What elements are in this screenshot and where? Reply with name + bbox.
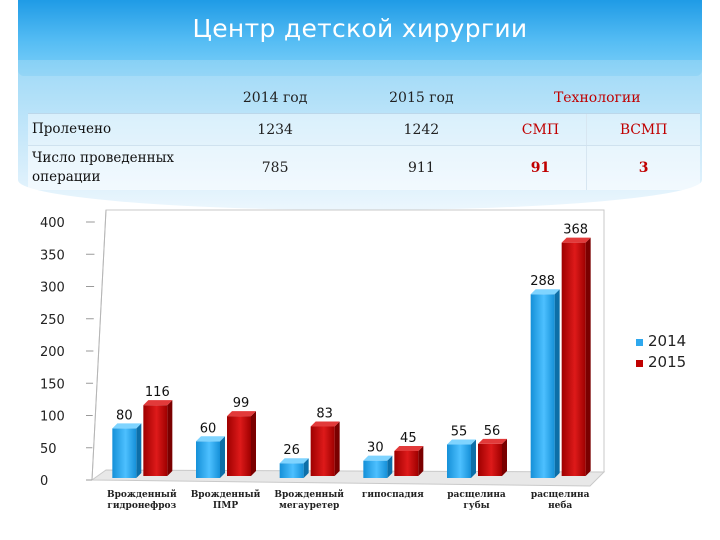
category-label: губы — [463, 500, 489, 511]
bar-side-2015 — [167, 400, 173, 476]
table-header-2015: 2015 год — [348, 82, 495, 114]
bar-side-2015 — [585, 237, 591, 476]
cell-smp: СМП — [494, 113, 587, 146]
y-tick-label: 150 — [40, 377, 65, 392]
data-label-2014: 30 — [367, 441, 384, 456]
y-tick-label: 350 — [40, 248, 65, 263]
category-label: Врожденный — [107, 489, 177, 500]
bar-top-2015 — [394, 445, 424, 451]
bar-top-2015 — [227, 411, 256, 417]
category-label: Врожденный — [274, 489, 344, 500]
bar-2015 — [394, 450, 419, 476]
bar-2015 — [310, 426, 335, 476]
data-label-2015: 45 — [400, 431, 417, 446]
table-row: Пролечено 1234 1242 СМП ВСМП — [28, 113, 700, 146]
data-label-2015: 368 — [563, 223, 588, 238]
legend-label-2015: 2015 — [648, 353, 686, 371]
data-label-2014: 26 — [283, 443, 300, 458]
bar-top-2015 — [478, 438, 507, 444]
data-label-2014: 288 — [530, 274, 555, 289]
cell-2015: 1242 — [348, 113, 495, 146]
bar-2014 — [530, 294, 555, 478]
bar-side-2015 — [334, 421, 340, 476]
bar-2015 — [143, 405, 168, 476]
category-label: расщелина — [447, 490, 506, 500]
bar-top-2014 — [279, 458, 309, 464]
bar-side-2014 — [387, 455, 393, 478]
data-label-2015: 99 — [233, 396, 250, 411]
legend-swatch-2014 — [636, 339, 643, 346]
y-tick-label: 300 — [40, 281, 65, 296]
cell-vsmp: 3 — [586, 145, 700, 190]
bar-2014 — [363, 460, 388, 478]
bar-2015 — [478, 443, 502, 476]
bar-side-2015 — [418, 445, 424, 476]
bar-2015 — [227, 416, 251, 476]
category-label: ПМР — [213, 501, 238, 511]
category-label: расщелина — [531, 490, 590, 500]
bar-2014 — [279, 463, 304, 478]
category-label: неба — [548, 500, 572, 511]
bar-top-2014 — [447, 439, 476, 445]
table-header-2014: 2014 год — [202, 82, 349, 114]
bar-top-2014 — [196, 436, 225, 442]
table-header-technologies: Технологии — [494, 82, 700, 114]
data-label-2015: 83 — [316, 406, 333, 421]
category-label: гипоспадия — [362, 490, 424, 500]
legend-swatch-2015 — [636, 360, 643, 367]
bar-side-2015 — [251, 411, 256, 476]
category-label: мегауретер — [279, 501, 339, 511]
y-tick-label: 400 — [40, 216, 65, 231]
legend-label-2014: 2014 — [648, 332, 686, 350]
category-label: гидронефроз — [107, 501, 176, 511]
bar-side-2014 — [554, 289, 560, 478]
y-tick-label: 250 — [40, 313, 65, 328]
data-label-2014: 60 — [200, 421, 217, 436]
bar-side-2014 — [471, 439, 476, 478]
row-label: Число проведенных операции — [28, 145, 202, 190]
bar-2014 — [447, 444, 471, 478]
cell-smp: 91 — [494, 145, 587, 190]
summary-table: 2014 год 2015 год Технологии Пролечено 1… — [28, 82, 700, 190]
table-header-cell — [28, 82, 202, 114]
cell-vsmp: ВСМП — [586, 113, 700, 146]
y-tick-label: 100 — [40, 410, 65, 425]
cell-2014: 785 — [202, 145, 349, 190]
category-label: Врожденный — [191, 489, 261, 500]
bar-top-2015 — [310, 421, 340, 427]
bar-top-2015 — [143, 400, 173, 406]
table-row: Число проведенных операции 785 911 91 3 — [28, 145, 700, 190]
y-tick-label: 0 — [40, 474, 48, 489]
bar-2014 — [196, 441, 220, 478]
cell-2015: 911 — [348, 145, 495, 190]
bar-side-2014 — [220, 436, 225, 478]
bar-top-2014 — [530, 289, 560, 295]
y-tick-label: 50 — [40, 442, 57, 457]
bar-side-2014 — [136, 423, 142, 478]
table-header-row: 2014 год 2015 год Технологии — [28, 82, 700, 114]
page-title: Центр детской хирургии — [192, 14, 528, 43]
bar-2014 — [112, 428, 137, 478]
bar-2015 — [561, 242, 586, 476]
data-label-2014: 55 — [451, 425, 468, 440]
data-label-2014: 80 — [116, 408, 133, 423]
cell-2014: 1234 — [202, 113, 349, 146]
bar-top-2014 — [363, 455, 393, 461]
y-axis-line — [91, 209, 107, 481]
data-label-2015: 56 — [484, 424, 501, 439]
bar-side-2015 — [502, 438, 507, 476]
bar-top-2015 — [561, 237, 591, 243]
y-tick-label: 200 — [40, 345, 65, 360]
row-label: Пролечено — [28, 113, 202, 146]
bar-side-2014 — [303, 458, 309, 478]
bar-top-2014 — [112, 423, 142, 429]
data-label-2015: 116 — [145, 385, 170, 400]
